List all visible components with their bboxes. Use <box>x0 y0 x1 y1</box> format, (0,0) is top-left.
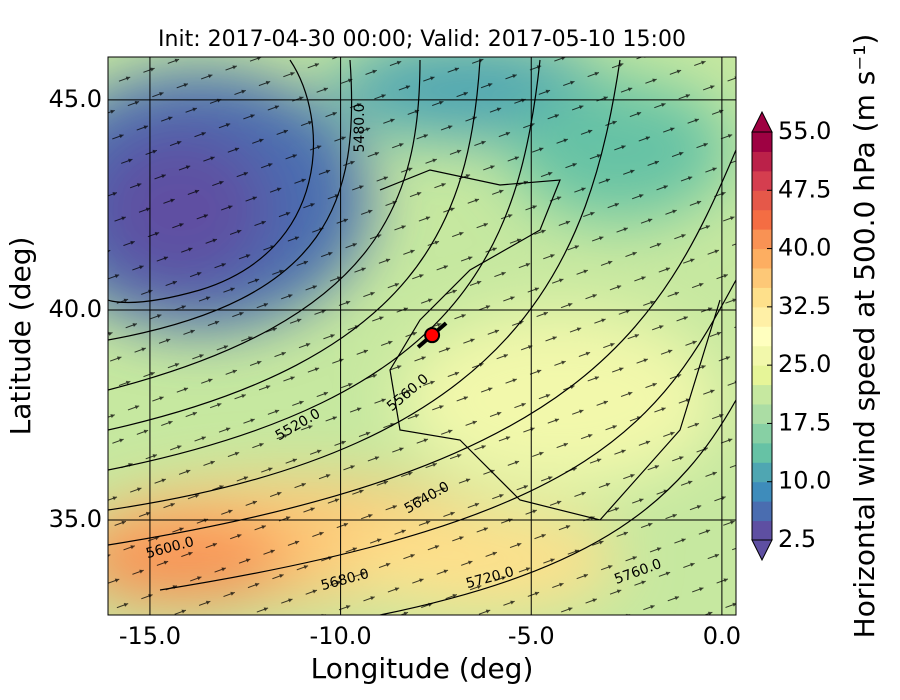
colorbar-swatch <box>752 345 772 366</box>
colorbar-swatch <box>752 268 772 288</box>
x-axis-label: Longitude (deg) <box>311 652 534 685</box>
x-tick-label: -10.0 <box>310 622 372 650</box>
x-tick-label: -5.0 <box>508 622 555 650</box>
colorbar-swatch <box>752 190 772 211</box>
colorbar-swatch <box>752 151 772 172</box>
y-tick-label: 35.0 <box>49 505 102 533</box>
colorbar-swatch <box>752 365 772 386</box>
colorbar-tick-label: 25.0 <box>778 350 831 378</box>
axes: -15.0 -10.0 -5.0 0.035.040.045.05480.05520.… <box>49 57 831 650</box>
colorbar-swatch <box>752 404 772 424</box>
y-tick-label: 45.0 <box>49 85 102 113</box>
colorbar-tick-label: 47.5 <box>778 175 831 203</box>
colorbar-tick-label: 10.0 <box>778 467 831 495</box>
colorbar-swatch <box>752 248 772 269</box>
y-tick-label: 40.0 <box>49 295 102 323</box>
colorbar-swatch <box>752 423 772 444</box>
colorbar-swatch <box>752 520 772 541</box>
x-tick-label: 0.0 <box>703 622 741 650</box>
location-marker <box>424 327 441 344</box>
colorbar-swatch <box>752 209 772 230</box>
colorbar-tick-label: 55.0 <box>778 117 831 145</box>
wind-field <box>108 57 736 615</box>
colorbar-swatch <box>752 326 772 347</box>
colorbar-swatch <box>752 287 772 308</box>
y-axis-label: Latitude (deg) <box>4 237 37 436</box>
colorbar-frame <box>751 131 773 541</box>
colorbar-tick-label: 40.0 <box>778 234 831 262</box>
colorbar-swatch <box>752 462 772 483</box>
colorbar-swatch <box>752 481 772 502</box>
chart-title: Init: 2017-04-30 00:00; Valid: 2017-05-1… <box>158 27 686 52</box>
plot-frame <box>107 56 737 616</box>
colorbar-extend-top <box>751 110 773 133</box>
x-tick-label: -15.0 <box>119 622 181 650</box>
colorbar-tick-label: 32.5 <box>778 292 831 320</box>
colorbar-swatch <box>752 442 772 463</box>
colorbar-extend-bottom <box>751 539 773 562</box>
colorbar-swatch <box>752 306 772 327</box>
colorbar-tick-label: 2.5 <box>778 525 816 553</box>
colorbar-label: Horizontal wind speed at 500.0 hPa (m s⁻… <box>848 34 881 639</box>
colorbar-swatch <box>752 384 772 405</box>
colorbar-swatch <box>752 132 772 152</box>
colorbar-swatch <box>752 170 772 191</box>
colorbar-swatch <box>752 229 772 250</box>
colorbar-tick-label: 17.5 <box>778 408 831 436</box>
contour-label: 5480.0 <box>352 104 368 153</box>
colorbar-swatch <box>752 501 772 522</box>
